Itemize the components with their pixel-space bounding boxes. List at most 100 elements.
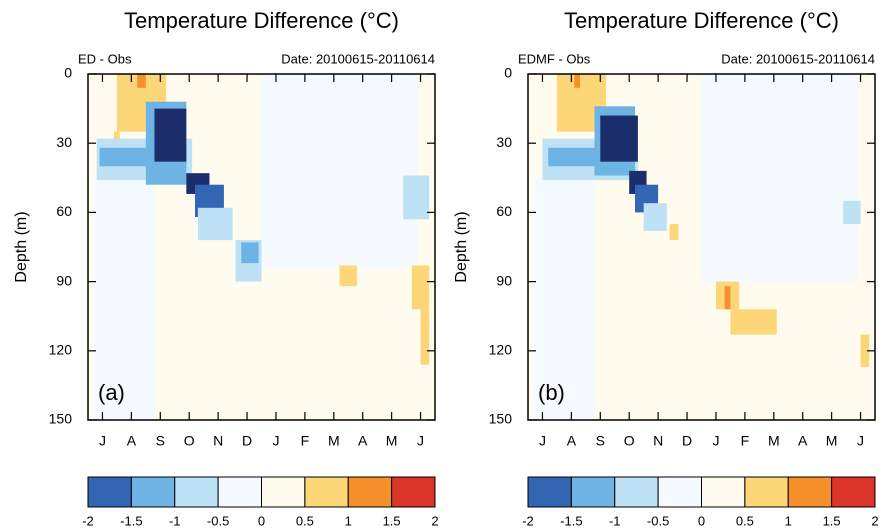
y-tick-label: 0: [504, 65, 512, 81]
heat-cell: [339, 265, 357, 287]
plot-frame: [527, 73, 876, 421]
colorbar-box: [787, 476, 833, 508]
colorbar-label: -2: [82, 513, 94, 528]
heat-cell: [574, 74, 581, 88]
colorbar-box: [614, 476, 659, 508]
y-tick-label: 60: [56, 203, 72, 219]
colorbar-box: [527, 476, 572, 508]
x-tick-label: O: [624, 433, 635, 449]
colorbar-label: 1.5: [383, 513, 401, 528]
x-tick-label: N: [213, 433, 223, 449]
x-tick-label: J: [539, 433, 546, 449]
plot-frame: [87, 73, 436, 421]
colorbar-box: [304, 476, 349, 508]
x-tick-label: F: [741, 433, 750, 449]
colorbar-label: -2: [522, 513, 534, 528]
heat-cell: [114, 131, 120, 144]
x-tick-label: N: [653, 433, 663, 449]
panel-label: (a): [98, 380, 125, 405]
x-tick-label: A: [127, 433, 137, 449]
x-tick-label: M: [386, 433, 398, 449]
y-tick-label: 90: [496, 272, 512, 288]
colorbar-label: -0.5: [647, 513, 669, 528]
colorbar-label: 2: [871, 513, 878, 528]
colorbar-label: -1.5: [560, 513, 582, 528]
heat-cell: [730, 309, 777, 335]
x-tick-label: M: [328, 433, 340, 449]
colorbar-label: -1.5: [120, 513, 142, 528]
subtitle-right: Date: 20100615-20110614: [281, 51, 435, 66]
y-tick-label: 120: [489, 342, 513, 358]
y-tick-label: 150: [49, 411, 73, 427]
heat-cell: [843, 200, 861, 224]
y-tick-label: 0: [64, 65, 72, 81]
colorbar-label: 1: [785, 513, 792, 528]
x-tick-label: J: [712, 433, 719, 449]
x-tick-label: J: [857, 433, 864, 449]
heat-cell: [701, 74, 858, 282]
subtitle-left: EDMF - Obs: [518, 51, 591, 66]
y-tick-label: 120: [49, 342, 73, 358]
x-tick-label: J: [272, 433, 279, 449]
y-tick-label: 30: [496, 134, 512, 150]
colorbar-label: -0.5: [207, 513, 229, 528]
x-tick-label: S: [156, 433, 165, 449]
heat-cell: [860, 334, 870, 367]
y-tick-label: 150: [489, 411, 513, 427]
colorbar-box: [391, 476, 436, 508]
x-tick-label: M: [768, 433, 780, 449]
chart-title: Temperature Difference (°C): [124, 8, 399, 33]
x-tick-label: S: [596, 433, 605, 449]
x-tick-label: J: [99, 433, 106, 449]
y-axis-label: Depth (m): [13, 211, 30, 282]
heat-cell: [241, 242, 259, 264]
colorbar-label: 1: [345, 513, 352, 528]
x-tick-label: O: [184, 433, 195, 449]
colorbar-label: -1: [169, 513, 181, 528]
heat-cell: [669, 223, 679, 241]
heat-cell: [137, 74, 146, 88]
colorbar-box: [217, 476, 262, 508]
colorbar-box: [657, 476, 702, 508]
heat-cell: [411, 265, 430, 310]
colorbar-box: [261, 476, 306, 508]
colorbar-box: [744, 476, 789, 508]
colorbar-box: [130, 476, 176, 508]
x-tick-label: F: [301, 433, 310, 449]
x-tick-label: A: [798, 433, 808, 449]
heat-cell: [724, 286, 731, 310]
heat-cell: [420, 309, 430, 365]
x-tick-label: D: [242, 433, 252, 449]
colorbar-label: -1: [609, 513, 621, 528]
colorbar-box: [831, 476, 876, 508]
heat-cell: [261, 74, 418, 268]
colorbar-label: 0.5: [296, 513, 314, 528]
subtitle-right: Date: 20100615-20110614: [721, 51, 875, 66]
panel-label: (b): [538, 380, 565, 405]
colorbar-box: [570, 476, 616, 508]
colorbar-label: 0.5: [736, 513, 754, 528]
colorbar-box: [87, 476, 132, 508]
y-tick-label: 90: [56, 272, 72, 288]
chart-title: Temperature Difference (°C): [564, 8, 839, 33]
heat-cell: [197, 207, 233, 241]
x-tick-label: A: [358, 433, 368, 449]
colorbar-box: [347, 476, 393, 508]
x-tick-label: D: [682, 433, 692, 449]
colorbar-label: 0: [698, 513, 705, 528]
x-tick-label: A: [567, 433, 577, 449]
colorbar-box: [701, 476, 746, 508]
heat-cell: [600, 115, 638, 162]
y-tick-label: 60: [496, 203, 512, 219]
y-tick-label: 30: [56, 134, 72, 150]
colorbar-box: [174, 476, 219, 508]
heat-cell: [533, 177, 595, 420]
heat-cell: [93, 177, 155, 420]
colorbar-label: 0: [258, 513, 265, 528]
subtitle-left: ED - Obs: [78, 51, 132, 66]
x-tick-label: J: [417, 433, 424, 449]
colorbar-label: 1.5: [823, 513, 841, 528]
y-axis-label: Depth (m): [453, 211, 470, 282]
heat-cell: [643, 203, 667, 231]
